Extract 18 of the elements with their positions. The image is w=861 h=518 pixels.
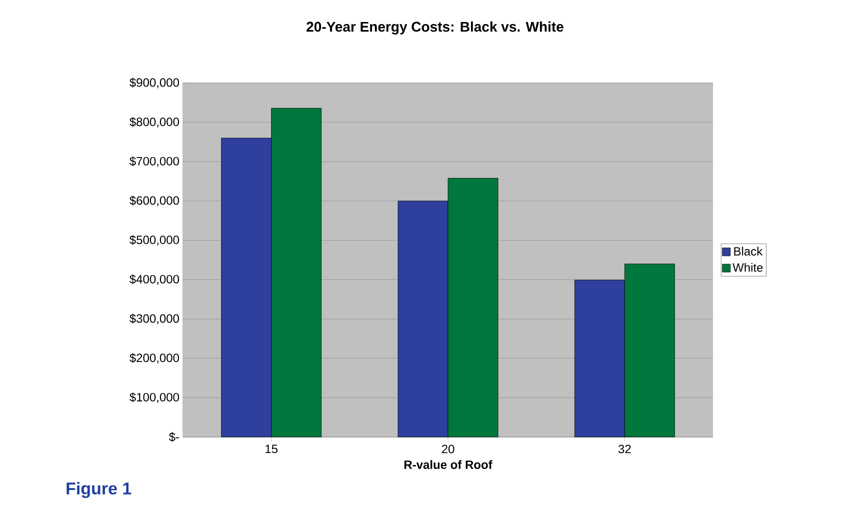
y-tick-label: $300,000 bbox=[130, 314, 180, 324]
y-tick-label: $600,000 bbox=[130, 196, 180, 206]
y-tick-label: $900,000 bbox=[130, 78, 180, 88]
x-tick-label: 20 bbox=[442, 444, 454, 454]
y-tick-label: $700,000 bbox=[130, 156, 180, 167]
x-tick-label: 15 bbox=[266, 444, 278, 454]
y-tick-label: $500,000 bbox=[130, 235, 180, 246]
legend-label: White bbox=[732, 262, 763, 272]
caption: Figure 1 bbox=[66, 482, 132, 498]
x-axis-title: R-value of Roof bbox=[404, 460, 492, 469]
y-tick-label: $400,000 bbox=[130, 274, 180, 285]
y-tick-label: $- bbox=[168, 432, 179, 442]
x-tick-label: 32 bbox=[618, 444, 631, 454]
chart-title: 20-Year Energy Costs: Black vs. White bbox=[306, 21, 564, 35]
y-tick-label: $200,000 bbox=[130, 353, 180, 364]
legend-label: Black bbox=[734, 246, 763, 256]
y-tick-label: $100,000 bbox=[130, 392, 180, 403]
y-tick-label: $800,000 bbox=[130, 117, 180, 128]
